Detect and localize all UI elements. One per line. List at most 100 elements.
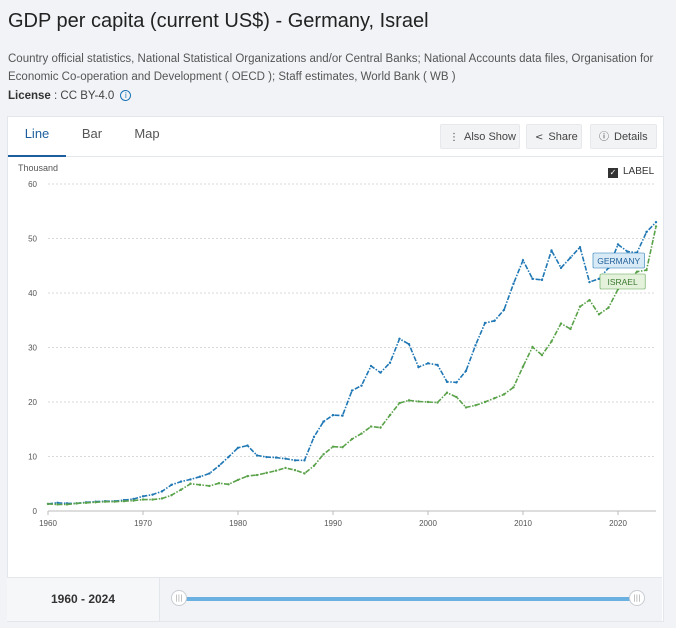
data-point[interactable] [569,327,572,331]
data-point[interactable] [626,250,629,253]
tab-map[interactable]: Map [134,126,160,141]
data-point[interactable] [284,457,287,460]
data-point[interactable] [350,389,354,392]
data-point[interactable] [654,225,658,228]
data-point[interactable] [246,444,249,447]
details-button[interactable]: ⓘ Details [590,124,657,149]
share-button[interactable]: < Share [526,124,582,149]
data-point[interactable] [189,482,192,485]
label-toggle[interactable]: ✓ LABEL [608,166,654,178]
data-point[interactable] [388,413,392,417]
data-point[interactable] [65,503,69,506]
data-point[interactable] [303,459,306,462]
data-point[interactable] [369,364,373,368]
data-point[interactable] [179,488,183,491]
data-point[interactable] [550,340,553,343]
data-point[interactable] [426,400,430,404]
data-point[interactable] [293,468,297,472]
data-point[interactable] [141,495,145,498]
label-checkbox[interactable]: ✓ [608,168,618,178]
data-point[interactable] [75,502,78,505]
data-point[interactable] [322,420,325,423]
data-point[interactable] [578,246,582,249]
data-point[interactable] [341,414,344,417]
data-point[interactable] [331,413,335,417]
data-point[interactable] [550,249,553,252]
data-point[interactable] [293,459,297,462]
data-point[interactable] [227,455,230,459]
data-point[interactable] [512,386,515,389]
data-point[interactable] [407,343,411,346]
data-point[interactable] [113,500,116,503]
data-point[interactable] [436,401,439,404]
data-point[interactable] [179,480,183,483]
data-point[interactable] [398,401,401,405]
data-point[interactable] [246,474,249,478]
data-point[interactable] [265,471,268,475]
data-point[interactable] [417,365,420,369]
data-point[interactable] [322,453,325,456]
series-line-germany[interactable] [47,221,657,505]
data-point[interactable] [474,344,477,347]
data-point[interactable] [455,395,458,399]
data-point[interactable] [274,469,278,472]
data-point[interactable] [559,266,563,270]
tab-bar[interactable]: Bar [81,126,103,141]
data-point[interactable] [417,400,420,403]
tab-line[interactable]: Line [8,117,66,157]
data-point[interactable] [588,298,591,302]
data-point[interactable] [635,270,639,273]
data-point[interactable] [255,454,259,457]
data-point[interactable] [493,319,496,322]
data-point[interactable] [578,305,582,308]
data-point[interactable] [208,472,211,475]
data-point[interactable] [540,353,544,357]
data-point[interactable] [198,483,202,487]
data-point[interactable] [531,345,534,349]
data-point[interactable] [217,482,221,485]
data-point[interactable] [512,282,515,285]
data-point[interactable] [398,337,401,340]
data-point[interactable] [483,321,487,325]
data-point[interactable] [597,277,601,281]
info-icon[interactable]: i [120,90,132,101]
data-point[interactable] [464,406,468,409]
data-point[interactable] [645,230,648,234]
data-point[interactable] [388,361,392,364]
data-point[interactable] [151,493,154,496]
data-point[interactable] [502,308,506,312]
data-point[interactable] [493,396,496,400]
slider-start-handle[interactable]: ||| [171,590,187,606]
data-point[interactable] [122,499,126,503]
year-range-slider[interactable] [179,597,637,601]
data-point[interactable] [170,483,173,487]
data-point[interactable] [445,391,449,394]
data-point[interactable] [597,313,601,316]
data-point[interactable] [236,446,240,449]
data-point[interactable] [588,280,591,284]
data-point[interactable] [531,277,534,281]
data-point[interactable] [170,493,173,497]
data-point[interactable] [236,478,240,482]
also-show-button[interactable]: ⋮ Also Show [440,124,520,149]
data-point[interactable] [645,268,648,272]
data-point[interactable] [160,490,164,493]
data-point[interactable] [265,455,268,459]
data-point[interactable] [445,380,449,384]
data-point[interactable] [360,384,363,387]
data-point[interactable] [540,278,544,282]
data-point[interactable] [189,478,192,481]
slider-end-handle[interactable]: ||| [629,590,645,606]
data-point[interactable] [284,466,287,470]
data-point[interactable] [350,437,354,441]
data-point[interactable] [341,446,344,449]
data-point[interactable] [46,502,50,506]
data-point[interactable] [464,369,468,373]
data-point[interactable] [94,501,97,504]
data-point[interactable] [521,365,525,368]
data-point[interactable] [198,475,202,478]
data-point[interactable] [303,472,306,475]
data-point[interactable] [56,503,59,506]
data-point[interactable] [379,426,382,429]
data-point[interactable] [274,456,278,459]
